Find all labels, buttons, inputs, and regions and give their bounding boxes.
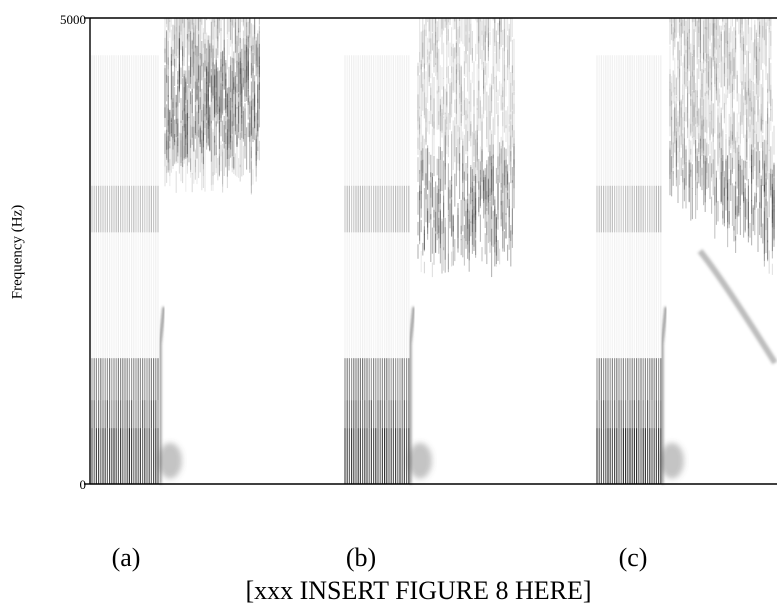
panel-label-a: (a): [111, 543, 141, 572]
panel-c-voicing: [596, 55, 684, 484]
burst-blob: [158, 442, 182, 479]
ytick-label-0: 0: [79, 477, 87, 492]
panel-b-frication: [417, 18, 515, 278]
spectrogram-figure: 5000 0 Frequency (Hz): [10, 12, 777, 492]
figure-caption: [xxx INSERT FIGURE 8 HERE]: [245, 576, 592, 605]
burst-blob: [660, 442, 684, 479]
y-axis-label-text: Frequency (Hz): [9, 204, 26, 300]
y-axis-label: Frequency (Hz): [10, 205, 26, 300]
ytick-label-5000: 5000: [60, 12, 86, 27]
panel-a-voicing: [91, 55, 182, 484]
plot-content: [91, 18, 777, 484]
panel-label-c: (c): [618, 543, 648, 572]
formant-transition: [408, 306, 416, 484]
panel-a-frication: [164, 18, 260, 195]
spectrogram-plot: [84, 17, 777, 485]
formant-transition: [660, 306, 668, 484]
panel-b-voicing: [344, 55, 432, 484]
panel-label-b: (b): [345, 543, 377, 572]
falling-resonance: [697, 249, 777, 365]
burst-blob: [408, 442, 432, 479]
panel-c-frication: [669, 18, 777, 365]
formant-transition: [158, 306, 166, 484]
